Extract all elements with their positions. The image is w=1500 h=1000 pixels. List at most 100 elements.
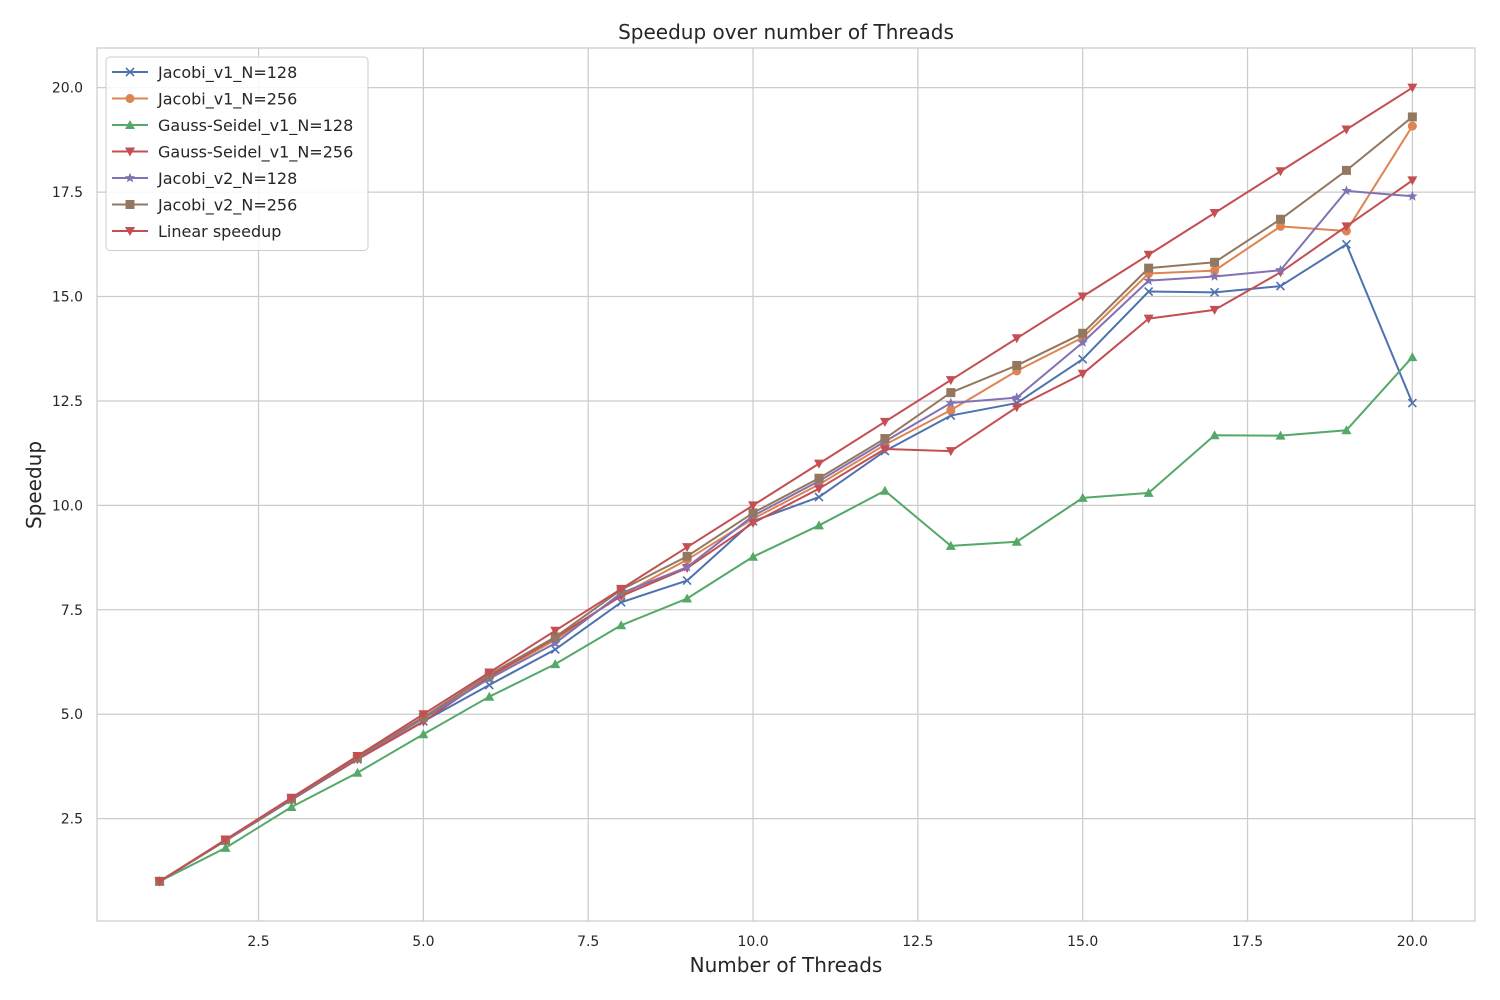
data-point: [1407, 176, 1418, 186]
x-tick-label: 15.0: [1067, 934, 1098, 950]
x-tick-label: 20.0: [1397, 934, 1428, 950]
series-line: [159, 179, 1413, 883]
data-point: [682, 576, 692, 586]
y-tick-label: 5.0: [61, 707, 83, 723]
data-point: [616, 620, 627, 630]
data-point: [1143, 487, 1154, 497]
data-point: [1341, 425, 1352, 435]
data-point: [1011, 403, 1022, 413]
data-point: [1210, 266, 1220, 276]
legend-marker: [124, 172, 136, 183]
legend-marker: [125, 227, 135, 236]
data-point: [814, 492, 824, 502]
data-point: [1209, 270, 1220, 281]
data-point: [1407, 190, 1418, 201]
data-point: [748, 518, 759, 528]
legend-item: Gauss-Seidel_v1_N=256: [112, 143, 353, 163]
data-point: [945, 540, 956, 550]
x-tick-label: 7.5: [577, 934, 599, 950]
legend-label: Jacobi_v1_N=128: [157, 63, 297, 83]
data-point: [154, 877, 165, 887]
x-axis-label: Number of Threads: [690, 953, 883, 977]
data-point: [1077, 336, 1088, 347]
data-point: [1078, 328, 1088, 338]
data-point: [748, 551, 759, 561]
data-point: [945, 376, 956, 386]
data-point: [1341, 222, 1352, 232]
data-point: [418, 710, 429, 720]
data-point: [1407, 121, 1417, 131]
legend-box: [105, 56, 369, 251]
data-point: [946, 388, 956, 398]
data-point: [946, 405, 956, 415]
data-point: [550, 659, 561, 669]
data-point: [880, 434, 890, 444]
data-point: [1275, 430, 1286, 440]
data-point: [879, 485, 890, 495]
data-point: [813, 484, 824, 494]
legend-label: Linear speedup: [158, 222, 281, 241]
x-tick-label: 5.0: [412, 934, 434, 950]
x-tick-label: 12.5: [902, 934, 933, 950]
data-point: [550, 632, 560, 642]
data-point: [879, 417, 890, 427]
legend-marker: [125, 147, 135, 157]
data-point: [748, 508, 758, 518]
y-tick-label: 2.5: [61, 812, 83, 828]
data-point: [1209, 287, 1220, 297]
x-tick-label: 17.5: [1232, 934, 1263, 950]
data-point: [1143, 250, 1154, 260]
data-point: [879, 444, 890, 454]
legend-item: Jacobi_v1_N=128: [112, 63, 297, 83]
data-point: [352, 752, 363, 762]
series-6: [154, 83, 1418, 887]
data-point: [286, 801, 297, 811]
data-point: [1143, 314, 1154, 324]
data-point: [220, 842, 231, 852]
data-point: [1407, 112, 1417, 122]
data-point: [682, 543, 693, 553]
data-point: [1209, 305, 1220, 315]
data-point: [814, 473, 824, 483]
legend: Jacobi_v1_N=128 Jacobi_v1_N=256 Gauss-Seid…: [105, 56, 369, 251]
data-point: [1275, 281, 1286, 291]
data-point: [550, 637, 561, 648]
data-point: [1407, 398, 1417, 408]
data-point: [1144, 263, 1154, 273]
data-point: [1209, 208, 1220, 218]
legend-label: Jacobi_v1_N=256: [157, 90, 297, 110]
data-point: [1209, 430, 1220, 440]
data-point: [1275, 214, 1285, 224]
legend-marker: [125, 200, 135, 209]
y-tick-label: 15.0: [52, 290, 83, 306]
data-point: [418, 729, 429, 739]
data-point: [1144, 286, 1154, 297]
legend-item: Linear speedup: [112, 222, 281, 241]
data-point: [616, 597, 626, 607]
data-point: [484, 668, 495, 678]
x-tick-label: 2.5: [247, 934, 269, 950]
data-point: [1275, 167, 1286, 177]
data-point: [550, 626, 561, 636]
legend-item: Gauss-Seidel_v1_N=128: [112, 116, 353, 136]
data-point: [748, 501, 759, 511]
legend-marker: [125, 67, 135, 77]
plot-frame: [96, 47, 1476, 922]
legend-item: Jacobi_v2_N=256: [112, 196, 297, 216]
data-point: [1407, 83, 1418, 93]
x-tick-label: 10.0: [737, 934, 768, 950]
data-point: [1011, 536, 1022, 546]
y-tick-labels: 2.5 5.0 7.5 10.0 12.5 15.0 17.5 20.0: [52, 81, 83, 828]
series-line: [159, 86, 1413, 883]
y-tick-label: 17.5: [52, 185, 83, 201]
data-point: [1341, 185, 1352, 196]
x-tick-labels: 2.5 5.0 7.5 10.0 12.5 15.0 17.5 20.0: [247, 934, 1428, 950]
series-line: [159, 116, 1413, 883]
legend-marker: [125, 94, 135, 103]
series-layer: [154, 83, 1418, 887]
series-line: [159, 356, 1414, 883]
data-point: [1077, 492, 1088, 502]
data-point: [1143, 275, 1154, 286]
data-point: [813, 459, 824, 469]
